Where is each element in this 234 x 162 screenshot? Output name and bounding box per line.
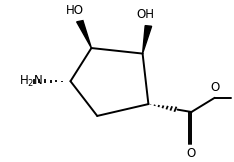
Text: OH: OH (136, 8, 154, 21)
Polygon shape (77, 21, 91, 48)
Text: O: O (210, 81, 219, 94)
Text: O: O (187, 147, 196, 160)
Polygon shape (143, 26, 152, 54)
Text: HO: HO (66, 4, 84, 17)
Text: H$_2$N: H$_2$N (19, 74, 44, 89)
